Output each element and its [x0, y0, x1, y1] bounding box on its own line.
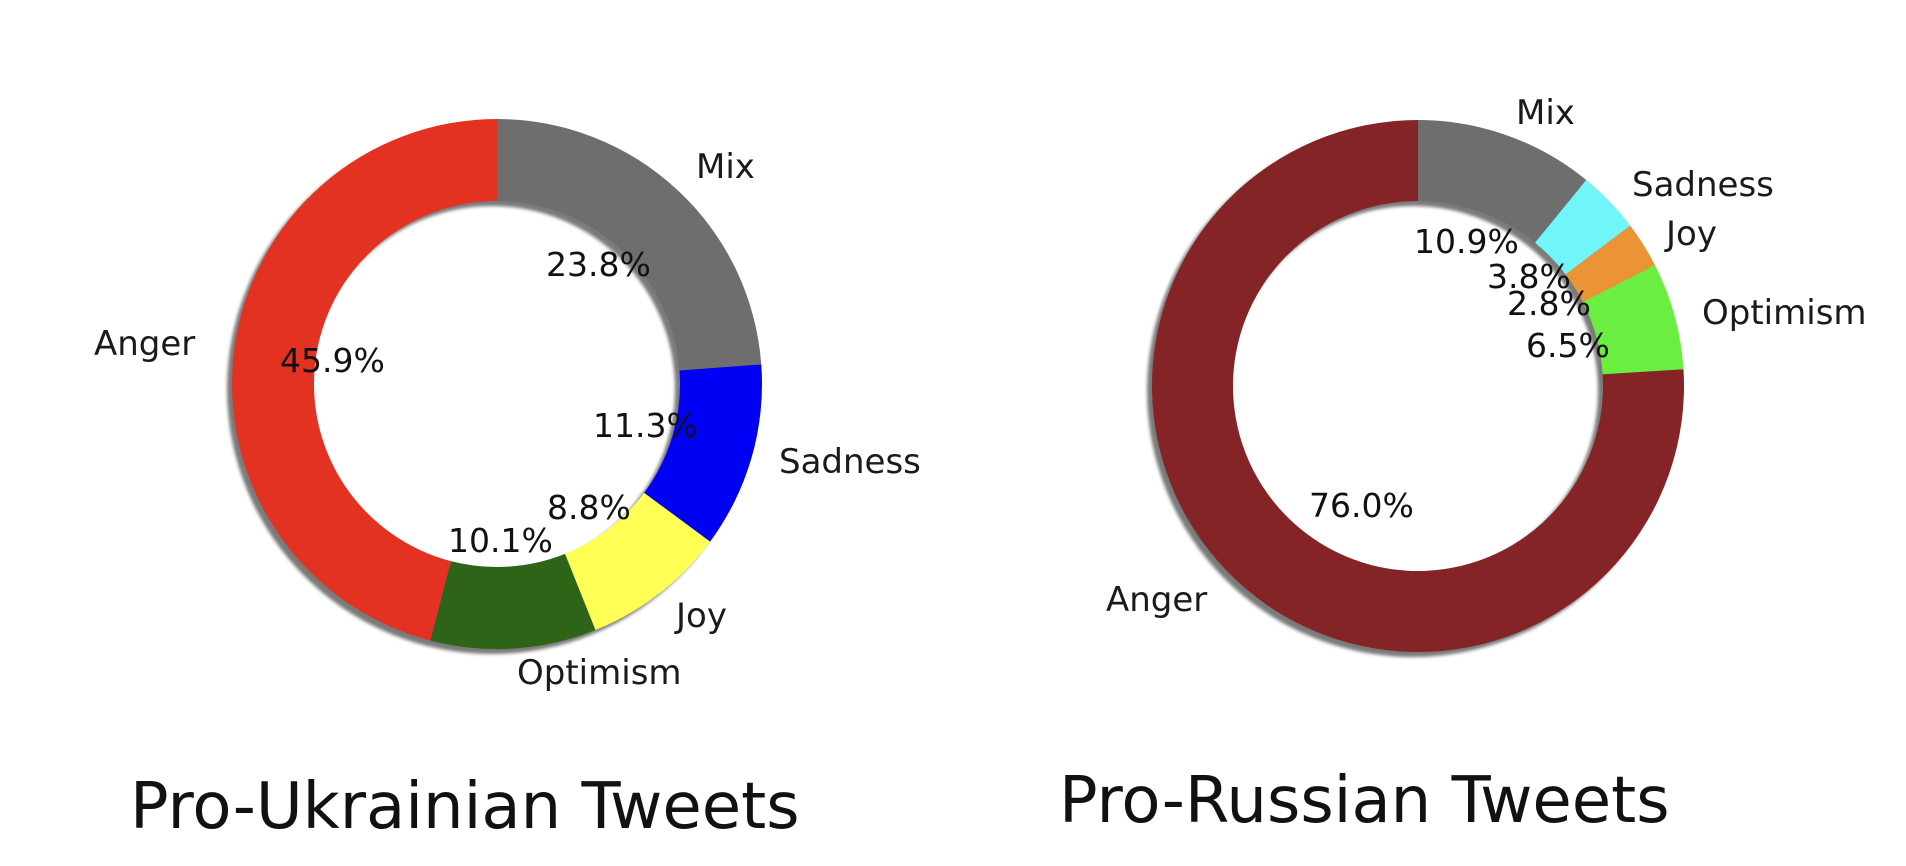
slice-label-mix: Mix — [1516, 93, 1575, 133]
slice-label-joy: Joy — [1664, 214, 1717, 254]
slice-label-joy: Joy — [674, 596, 727, 636]
slice-optimism — [430, 553, 596, 650]
chart-title: Pro-Russian Tweets — [1059, 764, 1670, 838]
pct-label-mix: 10.9% — [1414, 222, 1519, 261]
slices-group — [1152, 120, 1685, 652]
slice-optimism — [1582, 265, 1684, 375]
chart-pro-ukrainian: Mix Sadness Joy Optimism Anger 23.8% 11.… — [94, 119, 921, 844]
pct-label-sadness: 3.8% — [1487, 257, 1571, 296]
pct-label-anger: 76.0% — [1309, 486, 1414, 525]
slice-mix — [1418, 120, 1587, 243]
slice-anger — [1152, 120, 1685, 652]
slice-mix — [497, 119, 762, 371]
slice-joy — [564, 492, 711, 631]
slice-label-optimism: Optimism — [517, 653, 682, 693]
slice-joy — [1565, 225, 1656, 303]
pct-label-optimism: 6.5% — [1526, 326, 1610, 365]
pct-label-optimism: 10.1% — [448, 521, 553, 560]
slice-label-sadness: Sadness — [779, 442, 921, 482]
slice-label-mix: Mix — [696, 147, 755, 187]
pct-label-anger: 45.9% — [280, 341, 385, 380]
pct-label-joy: 8.8% — [547, 488, 631, 527]
slice-anger — [232, 119, 497, 641]
pct-label-mix: 23.8% — [546, 245, 651, 284]
slice-sadness — [644, 364, 763, 542]
pct-label-joy: 2.8% — [1507, 284, 1591, 323]
slice-label-sadness: Sadness — [1632, 165, 1774, 205]
slice-label-optimism: Optimism — [1702, 293, 1867, 333]
slice-label-anger: Anger — [1106, 580, 1207, 620]
slices-group — [232, 119, 763, 650]
pct-label-sadness: 11.3% — [593, 406, 698, 445]
chart-title: Pro-Ukrainian Tweets — [130, 770, 800, 844]
slice-label-anger: Anger — [94, 324, 195, 364]
chart-pro-russian: Mix Sadness Joy Optimism Anger 10.9% 3.8… — [1059, 93, 1867, 838]
slice-sadness — [1535, 179, 1631, 275]
